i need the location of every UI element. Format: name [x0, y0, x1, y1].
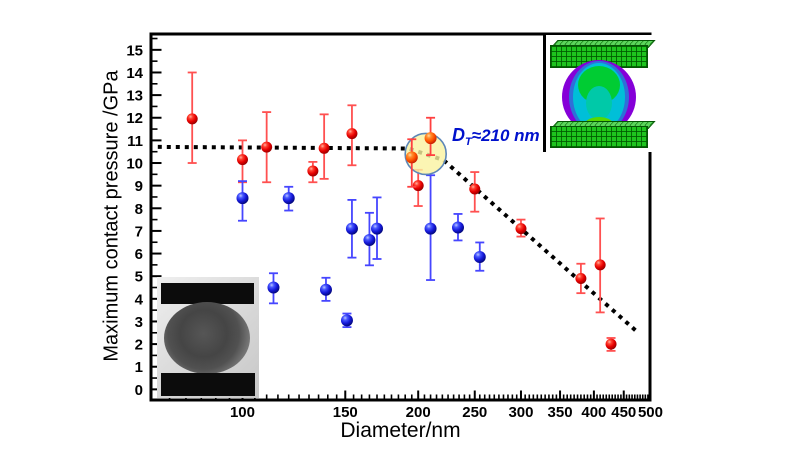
blue-series-point-group: [371, 196, 384, 260]
fem-stress-contour-image: [543, 35, 656, 152]
y-tick-label: 0: [135, 382, 143, 399]
y-tick-label: 14: [126, 65, 143, 82]
red-series-marker: [318, 142, 330, 154]
trend-dotted-line: [157, 144, 639, 334]
red-series-point-group: [261, 111, 273, 184]
sem-bottom-platen-bar: [161, 373, 255, 396]
blue-series-marker: [340, 314, 353, 327]
red-series-marker: [412, 180, 424, 192]
y-tick-label: 12: [126, 110, 143, 127]
red-series-marker: [307, 165, 319, 177]
y-tick-label: 5: [135, 269, 143, 286]
blue-series-marker: [345, 222, 358, 235]
y-tick-label: 2: [135, 337, 143, 354]
red-series-point-group: [594, 217, 606, 314]
x-tick-label: 350: [548, 404, 573, 421]
red-series-marker: [346, 128, 358, 140]
blue-series-point-group: [282, 185, 295, 212]
x-axis-title: Diameter/nm: [340, 419, 461, 442]
blue-series-point-group: [424, 174, 437, 281]
fem-top-platen: [550, 45, 648, 68]
highlighted-transition-points-marker: [424, 132, 437, 145]
red-series-marker: [575, 272, 587, 284]
y-tick-label: 10: [126, 156, 143, 173]
red-series-point-group: [575, 262, 587, 295]
blue-series-marker: [473, 250, 486, 263]
red-series-point-group: [515, 218, 527, 238]
red-series-point-group: [346, 104, 358, 167]
annotation-symbol: D: [452, 125, 465, 145]
red-series-marker: [261, 141, 273, 153]
sem-top-platen-bar: [161, 283, 254, 304]
red-series-marker: [469, 183, 481, 195]
highlighted-transition-points-point-group: [424, 116, 437, 156]
red-series-marker: [605, 338, 617, 350]
red-series-marker: [515, 223, 527, 235]
blue-series-marker: [267, 281, 280, 294]
red-series-marker: [236, 154, 248, 166]
y-axis-title: Maximum contact pressure /GPa: [100, 70, 123, 362]
red-series-marker: [594, 259, 606, 271]
annotation-subscript: T: [465, 136, 472, 148]
red-series-point-group: [469, 171, 481, 213]
y-tick-label: 4: [135, 291, 144, 308]
blue-series-point-group: [473, 241, 486, 272]
y-tick-label: 7: [135, 223, 143, 240]
blue-series-point-group: [319, 276, 332, 302]
y-tick-label: 8: [135, 201, 143, 218]
blue-series-marker: [371, 222, 384, 235]
red-series-point-group: [318, 113, 330, 180]
x-tick-label: 500: [638, 404, 663, 421]
y-tick-label: 3: [135, 314, 143, 331]
blue-series-marker: [236, 192, 249, 205]
blue-series-marker: [363, 233, 376, 246]
sem-particle-sphere: [164, 302, 250, 374]
blue-series-point-group: [340, 312, 353, 329]
fem-bottom-platen: [550, 126, 648, 148]
x-tick-label: 450: [611, 404, 636, 421]
highlighted-transition-points-marker: [405, 151, 418, 164]
x-tick-label: 400: [581, 404, 606, 421]
y-tick-label: 15: [126, 42, 143, 59]
transition-diameter-annotation: DT≈210 nm: [452, 125, 540, 148]
transition-highlight-circle: [404, 132, 447, 176]
x-tick-label: 250: [462, 404, 487, 421]
y-tick-label: 6: [135, 246, 143, 263]
blue-series-point-group: [345, 199, 358, 259]
y-tick-label: 9: [135, 178, 143, 195]
sem-particle-compression-image: [157, 277, 259, 398]
blue-series-point-group: [363, 211, 376, 267]
y-tick-label: 11: [127, 133, 143, 150]
annotation-value: ≈210 nm: [471, 126, 540, 145]
y-tick-label: 13: [126, 88, 143, 105]
red-series-point-group: [186, 71, 198, 164]
blue-series-marker: [424, 222, 437, 235]
x-tick-label: 300: [508, 404, 533, 421]
red-series-point-group: [412, 168, 424, 207]
y-tick-label: 1: [135, 359, 143, 376]
blue-series-point-group: [451, 213, 464, 242]
red-series-point-group: [605, 337, 617, 352]
x-tick-label: 100: [230, 404, 255, 421]
red-series-point-group: [236, 139, 248, 184]
blue-series-marker: [451, 221, 464, 234]
blue-series-marker: [282, 192, 295, 205]
plot-frame: [149, 32, 652, 402]
blue-series-point-group: [236, 180, 249, 222]
blue-series-point-group: [267, 272, 280, 305]
highlighted-transition-points-point-group: [405, 138, 418, 188]
blue-series-marker: [319, 283, 332, 296]
red-series-point-group: [307, 160, 319, 184]
red-series-marker: [186, 113, 198, 125]
x-tick-label: 150: [333, 404, 358, 421]
x-tick-label: 200: [406, 404, 431, 421]
